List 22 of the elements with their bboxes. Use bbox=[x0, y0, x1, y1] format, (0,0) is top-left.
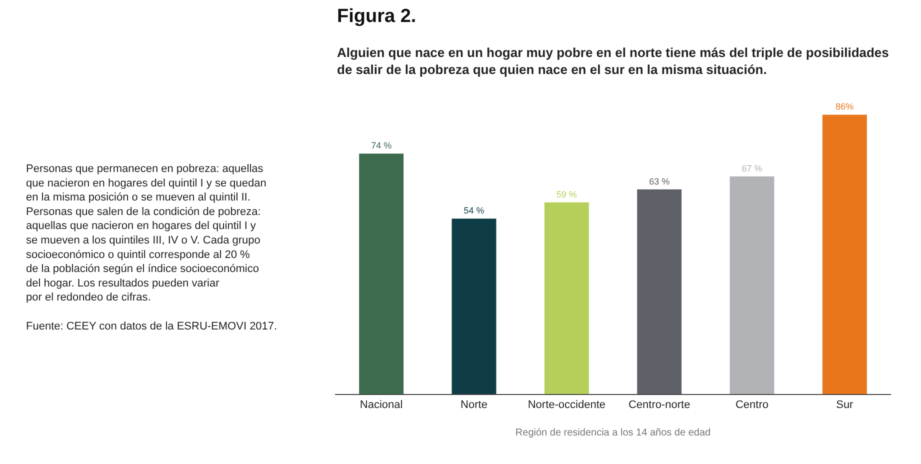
bar bbox=[730, 176, 774, 394]
bar bbox=[822, 114, 867, 394]
x-tick-label: Norte-occidente bbox=[528, 399, 606, 412]
data-label: 54 % bbox=[464, 206, 484, 216]
chart-subtitle: Alguien que nace en un hogar muy pobre en el norte tiene más del triple de posibilidades de salir de la pobreza que quien nace en el sur en la misma situación. bbox=[337, 45, 889, 77]
x-tick-label: Norte bbox=[460, 399, 488, 412]
data-label: 63 % bbox=[649, 176, 670, 186]
text: Personas que permanecen en pobreza: aquellas que nacieron en hogares del quintil I y se quedan en la misma posición o se mueven al quintil II. Personas que salen de la condición de pobreza: aquellas que nacieron en hogares del quintil I y se mueven a los quintiles III, IV o V. Cada grupo socioeconómico o quintil corresponde al 20 % de la población según el índice socioeconómico del hogar. Los resultados pueden variar por el redondeo de cifras. Fuente: CEEY con datos de la ESRU-EMOVI 2017. bbox=[26, 163, 278, 332]
x-axis-title: Región de residencia a los 14 años de edad bbox=[515, 428, 711, 439]
x-tick-label: Sur bbox=[836, 399, 854, 412]
x-tick-label: Nacional bbox=[360, 399, 403, 412]
data-label: 59 % bbox=[556, 189, 577, 200]
x-tick-label: Centro-norte bbox=[628, 399, 690, 412]
bar bbox=[452, 218, 496, 394]
data-label: 67 % bbox=[742, 163, 762, 174]
bar bbox=[544, 202, 589, 394]
data-label: 74 % bbox=[371, 140, 392, 151]
bar bbox=[637, 189, 682, 394]
bar bbox=[359, 154, 404, 394]
chart-title: Figura 2. bbox=[337, 6, 416, 27]
data-label: 86% bbox=[836, 102, 854, 112]
x-tick-label: Centro bbox=[735, 399, 769, 412]
